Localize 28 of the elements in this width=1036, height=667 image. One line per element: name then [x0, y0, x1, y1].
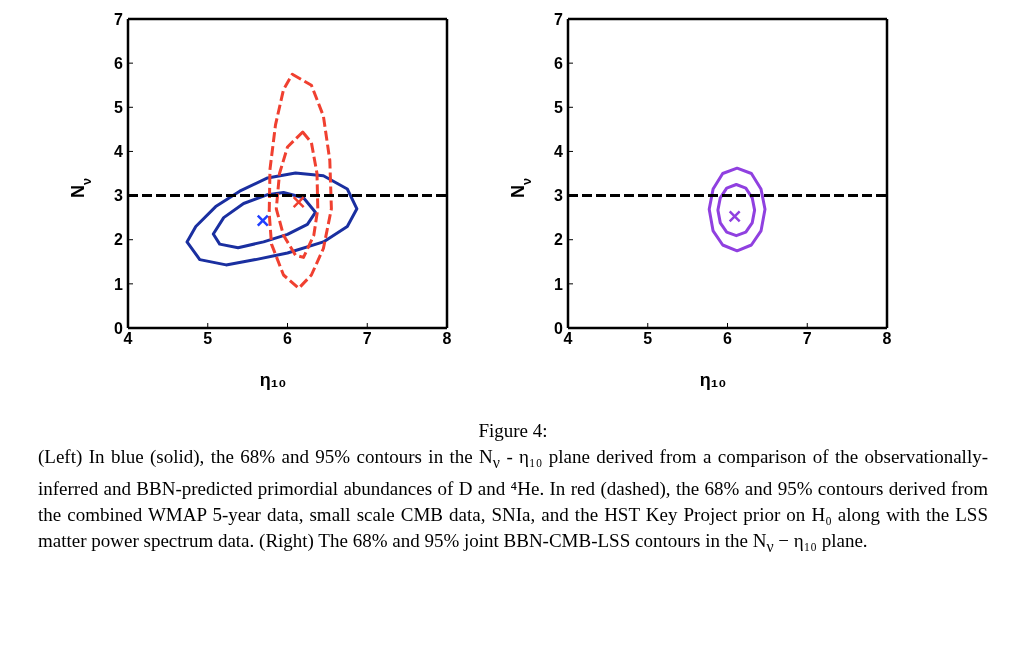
x-axis-title: η₁₀	[259, 370, 287, 390]
y-tick-label: 7	[554, 10, 564, 28]
y-tick-label: 2	[114, 231, 124, 249]
x-tick-label: 6	[723, 330, 733, 348]
caption: Figure 4:	[477, 419, 549, 443]
y-tick-label: 1	[114, 275, 124, 293]
y-tick-label: 4	[554, 143, 564, 161]
y-tick-label: 4	[114, 143, 124, 161]
x-tick-label: 8	[442, 330, 452, 348]
y-tick-label: 5	[114, 98, 124, 116]
y-tick-label: 1	[554, 275, 564, 293]
x-tick-label: 8	[882, 330, 892, 348]
y-tick-label: 2	[554, 231, 564, 249]
y-tick-label: 7	[114, 10, 124, 28]
y-tick-label: 6	[554, 54, 564, 72]
x-tick-label: 5	[643, 330, 653, 348]
x-tick-label: 7	[802, 330, 812, 348]
y-tick-label: 5	[554, 98, 564, 116]
y-tick-label: 6	[114, 54, 124, 72]
x-tick-label: 7	[362, 330, 372, 348]
text: (Left) In blue (solid), the 68% and 95% contours in the N$_{ν}$ - η₁₀ plane derived from a comparison of the observationally-inferred and BBN-predicted primordial abundances of D and ⁴He. In red (dashed), the 68% and 95% contours derived from the combined WMAP 5-year data, small scale CMB data, SNIa, and the HST Key Project prior on H₀ along with the LSS matter power spectrum data. (Right) The 68% and 95% joint BBN-CMB-LSS contours in the N$_{ν}$ − η₁₀ plane.	[38, 445, 988, 557]
y-tick-label: 3	[114, 187, 124, 205]
x-tick-label: 5	[203, 330, 213, 348]
y-tick-label: 0	[554, 319, 564, 337]
y-tick-label: 0	[114, 319, 124, 337]
x-axis-title: η₁₀	[699, 370, 727, 390]
y-tick-label: 3	[554, 187, 564, 205]
x-tick-label: 6	[283, 330, 293, 348]
